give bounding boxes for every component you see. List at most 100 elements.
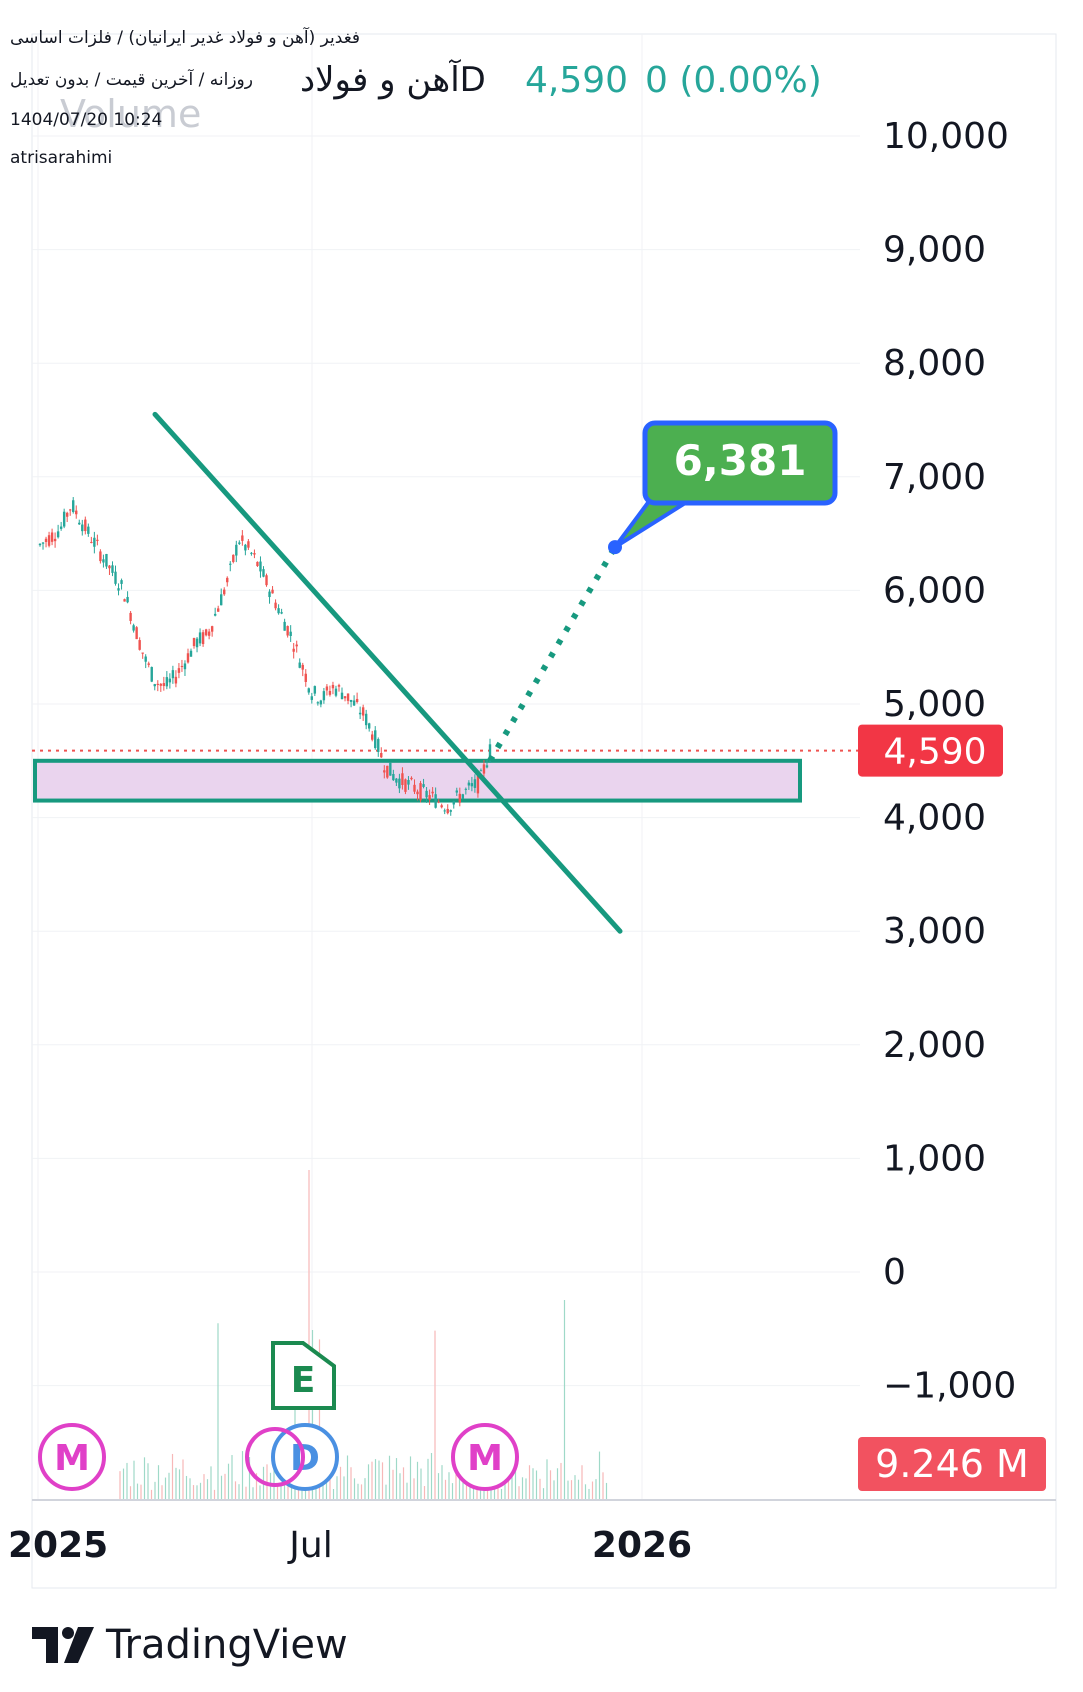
last-price-label: 4,590 <box>883 732 986 773</box>
candle-body <box>226 577 229 583</box>
candle-body <box>437 801 440 803</box>
y-tick-label: 8,000 <box>883 343 986 384</box>
trendline <box>152 411 623 934</box>
candle-body <box>56 531 60 538</box>
y-tick-label: 1,000 <box>883 1138 986 1179</box>
candle-body <box>401 773 404 785</box>
candle-body <box>259 561 262 572</box>
event-markers: M D M E <box>38 1341 519 1491</box>
candle-body <box>59 526 63 529</box>
candle-body <box>144 656 147 662</box>
candle-body <box>87 526 90 534</box>
candle-body <box>386 765 389 778</box>
candle-body <box>102 559 105 563</box>
candle-body <box>153 684 156 687</box>
candle-body <box>280 612 283 614</box>
candle-body <box>283 621 286 631</box>
candle-body <box>72 500 75 512</box>
interval-info: روزانه / آخرین قیمت / بدون تعدیل <box>10 70 253 90</box>
candle-body <box>65 512 69 517</box>
candle-body <box>241 535 244 541</box>
candle-body <box>147 663 150 665</box>
candle-body <box>434 794 437 808</box>
chart-title: آهن و فولادD <box>300 60 486 100</box>
symbol-full-name: فغدیر (آهن و فولاد غدیر ایرانیان) / فلزا… <box>10 28 361 48</box>
candle-body <box>265 575 268 586</box>
candle-body <box>374 730 377 749</box>
candle-body <box>295 644 298 647</box>
candle-body <box>392 773 395 781</box>
candle-body <box>328 690 332 695</box>
candle-body <box>201 632 205 645</box>
candle-body <box>364 713 368 726</box>
candle-body <box>428 795 431 800</box>
candle-body <box>377 739 380 752</box>
candle-body <box>470 783 474 787</box>
candle-body <box>371 734 374 740</box>
candle-body <box>250 552 253 554</box>
candle-body <box>123 599 126 602</box>
candle-body <box>126 596 129 603</box>
candle-body <box>229 563 232 565</box>
candle-body <box>286 626 289 636</box>
last-price-tag: 4,590 <box>858 724 1003 777</box>
candle-body <box>289 631 292 636</box>
candle-body <box>183 663 187 670</box>
candle-body <box>473 779 477 788</box>
candle-body <box>331 684 335 689</box>
x-tick-label: Jul <box>287 1525 332 1566</box>
candles <box>38 497 492 816</box>
candle-body <box>322 691 326 701</box>
y-tick-label: 2,000 <box>883 1025 986 1066</box>
candle-body <box>298 662 301 668</box>
candle-body <box>346 693 350 701</box>
candle-body <box>316 702 320 704</box>
candle-body <box>325 686 329 691</box>
candle-body <box>195 638 199 648</box>
callout-box <box>642 420 838 506</box>
candle-body <box>198 632 202 644</box>
y-tick-label: −1,000 <box>883 1366 1016 1407</box>
candle-body <box>150 667 153 682</box>
candle-body <box>310 696 314 700</box>
candle-body <box>488 744 492 758</box>
candle-body <box>141 652 144 654</box>
candle-body <box>108 565 111 569</box>
candle-body <box>458 793 461 803</box>
candle-body <box>232 554 235 562</box>
event-marker-text: M <box>467 1438 503 1479</box>
candle-body <box>216 608 220 612</box>
candle-body <box>361 707 365 716</box>
candle-body <box>135 627 138 640</box>
candle-body <box>47 535 51 546</box>
candle-body <box>223 589 226 595</box>
candle-body <box>105 553 108 567</box>
candle-body <box>452 801 455 805</box>
candle-body <box>180 665 184 668</box>
earnings-marker-text: E <box>291 1360 316 1401</box>
tradingview-logo[interactable]: TradingView <box>32 1622 348 1668</box>
candle-body <box>247 541 250 548</box>
x-tick-label: 2026 <box>592 1525 692 1566</box>
candle-body <box>395 778 398 783</box>
event-marker-m-icon <box>38 1423 106 1491</box>
candle-body <box>171 670 175 679</box>
candle-body <box>422 784 425 787</box>
candle-body <box>81 524 84 532</box>
volume-tag: 9.246 M <box>858 1437 1046 1491</box>
candle-body <box>238 542 241 544</box>
candle-body <box>268 591 271 598</box>
candle-body <box>159 683 163 686</box>
candle-body <box>398 778 401 789</box>
candle-body <box>220 594 223 606</box>
candle-body <box>204 629 208 636</box>
snapshot-datetime: 1404/07/20 10:24 <box>10 110 163 130</box>
candle-body <box>75 510 78 515</box>
candle-body <box>485 765 489 768</box>
candle-body <box>138 640 141 650</box>
volume-label: 9.246 M <box>875 1442 1029 1486</box>
candle-body <box>349 699 353 702</box>
candle-body <box>189 650 193 657</box>
